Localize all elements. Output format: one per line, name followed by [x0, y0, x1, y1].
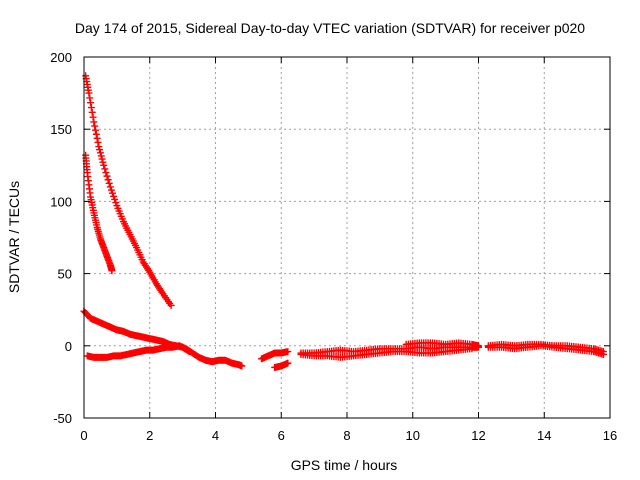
data-point	[87, 99, 95, 107]
chart-title: Day 174 of 2015, Sidereal Day-to-day VTE…	[75, 20, 585, 36]
data-point	[110, 192, 118, 200]
data-point	[87, 104, 95, 112]
x-tick-label: 14	[537, 428, 551, 443]
x-tick-label: 8	[343, 428, 350, 443]
data-point	[97, 152, 105, 160]
x-tick-label: 6	[278, 428, 285, 443]
data-point	[111, 195, 119, 203]
x-axis-label: GPS time / hours	[291, 457, 398, 473]
data-point	[284, 359, 292, 367]
y-tick-label: -50	[53, 411, 72, 426]
data-point	[284, 348, 292, 356]
series-track-e	[258, 348, 292, 363]
y-tick-label: 200	[50, 50, 72, 65]
data-point	[96, 149, 104, 157]
y-tick-label: 150	[50, 122, 72, 137]
data-point	[101, 165, 109, 173]
series-track-k	[484, 340, 607, 356]
data-point	[108, 189, 116, 197]
axis-ticks: 0 2 4 6 8 10 12 14 16 -50 0 50 100 150 200	[50, 50, 617, 443]
data-point	[475, 342, 482, 350]
data-point	[106, 183, 114, 191]
x-tick-label: 4	[212, 428, 219, 443]
data-point	[88, 108, 96, 116]
data-point	[95, 143, 103, 151]
data-markers	[80, 72, 607, 371]
data-point	[91, 122, 99, 130]
y-axis-label: SDTVAR / TECUs	[6, 181, 22, 293]
y-tick-label: 0	[65, 339, 72, 354]
x-tick-label: 16	[603, 428, 617, 443]
data-point	[89, 113, 97, 121]
data-point	[86, 94, 94, 102]
data-point	[93, 134, 101, 142]
series-track-a	[82, 151, 116, 275]
data-point	[94, 138, 102, 146]
data-point	[96, 146, 104, 154]
series-track-i	[402, 339, 482, 350]
data-point	[92, 130, 100, 138]
data-point	[103, 172, 111, 180]
x-tick-label: 0	[80, 428, 87, 443]
data-point	[599, 348, 607, 356]
data-point	[238, 362, 246, 370]
y-tick-label: 100	[50, 194, 72, 209]
x-tick-label: 12	[471, 428, 485, 443]
data-point	[92, 126, 100, 134]
data-point	[112, 199, 120, 207]
data-point	[104, 176, 112, 184]
data-point	[105, 179, 113, 187]
data-point	[102, 169, 110, 177]
data-point	[108, 267, 116, 275]
data-point	[98, 155, 106, 163]
data-point	[99, 158, 107, 166]
grid	[84, 57, 610, 418]
y-tick-label: 50	[58, 267, 72, 282]
data-point	[167, 301, 175, 309]
data-point	[85, 89, 93, 97]
series-track-f	[271, 359, 292, 371]
data-point	[90, 118, 98, 126]
data-point	[107, 186, 115, 194]
data-point	[100, 161, 108, 169]
x-tick-label: 10	[406, 428, 420, 443]
x-tick-label: 2	[146, 428, 153, 443]
series-track-d	[83, 342, 246, 370]
